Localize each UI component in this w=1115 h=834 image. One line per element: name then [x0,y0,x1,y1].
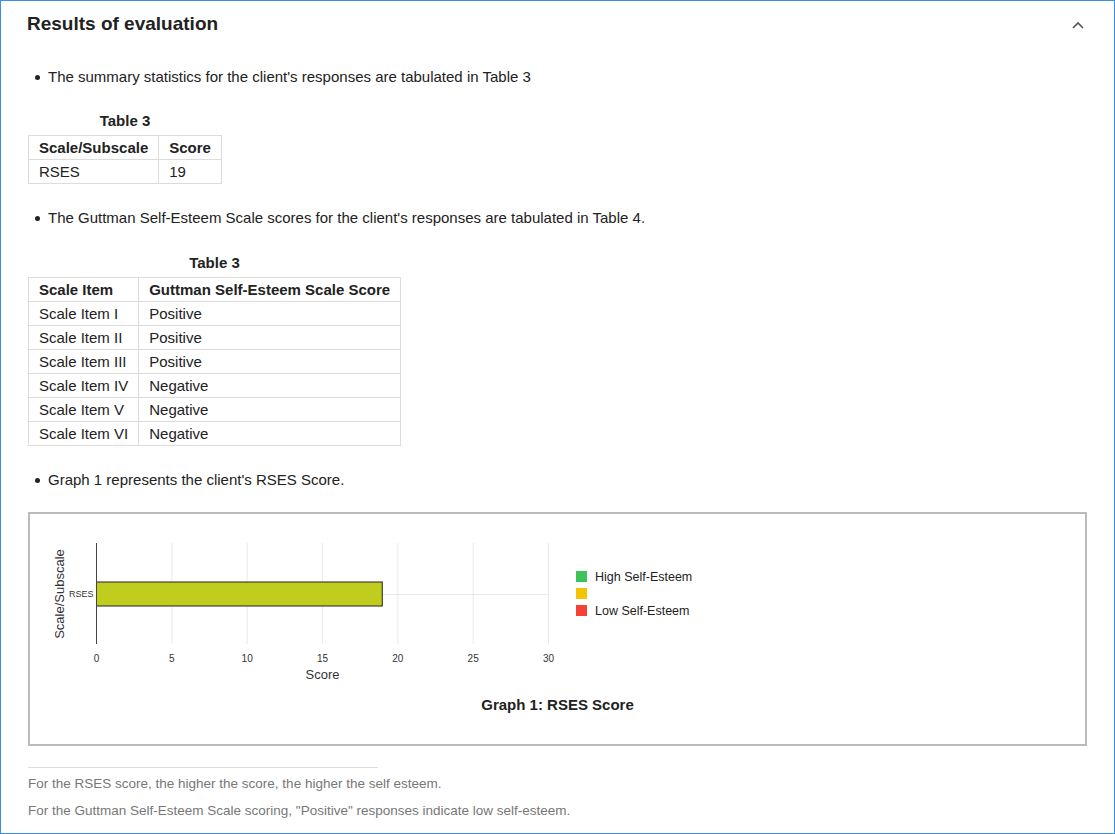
html-text:Positive: Positive [149,353,202,370]
html-text:High Self-Esteem: High Self-Esteem [595,569,693,584]
svg-text:0: 0 [94,653,100,664]
html-text:Graph 1: RSES Score: Graph 1: RSES Score [481,696,634,713]
html-text:Scale Item IV: Scale Item IV [39,377,129,394]
html-text:The summary statistics for the: The summary statistics for the client's … [48,68,531,85]
html-text:Scale Item: Scale Item [39,281,114,298]
html-text:For the RSES score, the higher: For the RSES score, the higher the score… [28,776,442,791]
html-text:Results of evaluation: Results of evaluation [27,13,219,34]
html-text:Low Self-Esteem: Low Self-Esteem [595,603,690,618]
svg-text:Scale/Subscale: Scale/Subscale [52,549,67,639]
html-text:The Guttman Self-Esteem Scale: The Guttman Self-Esteem Scale scores for… [48,209,646,226]
html-text:For the Guttman Self-Esteem Sc: For the Guttman Self-Esteem Scale scorin… [28,803,571,818]
html-text:Scale Item II: Scale Item II [39,329,123,346]
svg-text:10: 10 [242,653,254,664]
svg-text:RSES: RSES [69,589,94,599]
html-text:Scale Item V: Scale Item V [39,401,124,418]
svg-text:25: 25 [468,653,480,664]
html-text:Positive: Positive [149,305,202,322]
svg-text:15: 15 [317,653,329,664]
html-text:Table 3: Table 3 [189,254,240,271]
html-text:Negative: Negative [149,425,209,442]
html-text:Negative: Negative [149,401,209,418]
html-text:RSES: RSES [39,163,80,180]
html-text:Scale Item I: Scale Item I [39,305,119,322]
html-text:Guttman Self-Esteem Scale Scor: Guttman Self-Esteem Scale Score [149,281,391,298]
html-text:Scale/Subscale: Scale/Subscale [39,139,149,156]
html-text:Positive: Positive [149,329,202,346]
html-text:Table 3: Table 3 [99,112,151,129]
html-text:Graph 1 represents the client': Graph 1 represents the client's RSES Sco… [48,471,345,488]
html-text:19: 19 [169,163,186,180]
svg-text:20: 20 [392,653,404,664]
svg-text:5: 5 [169,653,175,664]
html-text:Scale Item VI: Scale Item VI [39,425,129,442]
svg-text:Score: Score [306,667,340,682]
svg-text:30: 30 [543,653,555,664]
html-text:Negative: Negative [149,377,209,394]
html-text:Scale Item III: Scale Item III [39,353,127,370]
html-text:Score: Score [169,139,211,156]
